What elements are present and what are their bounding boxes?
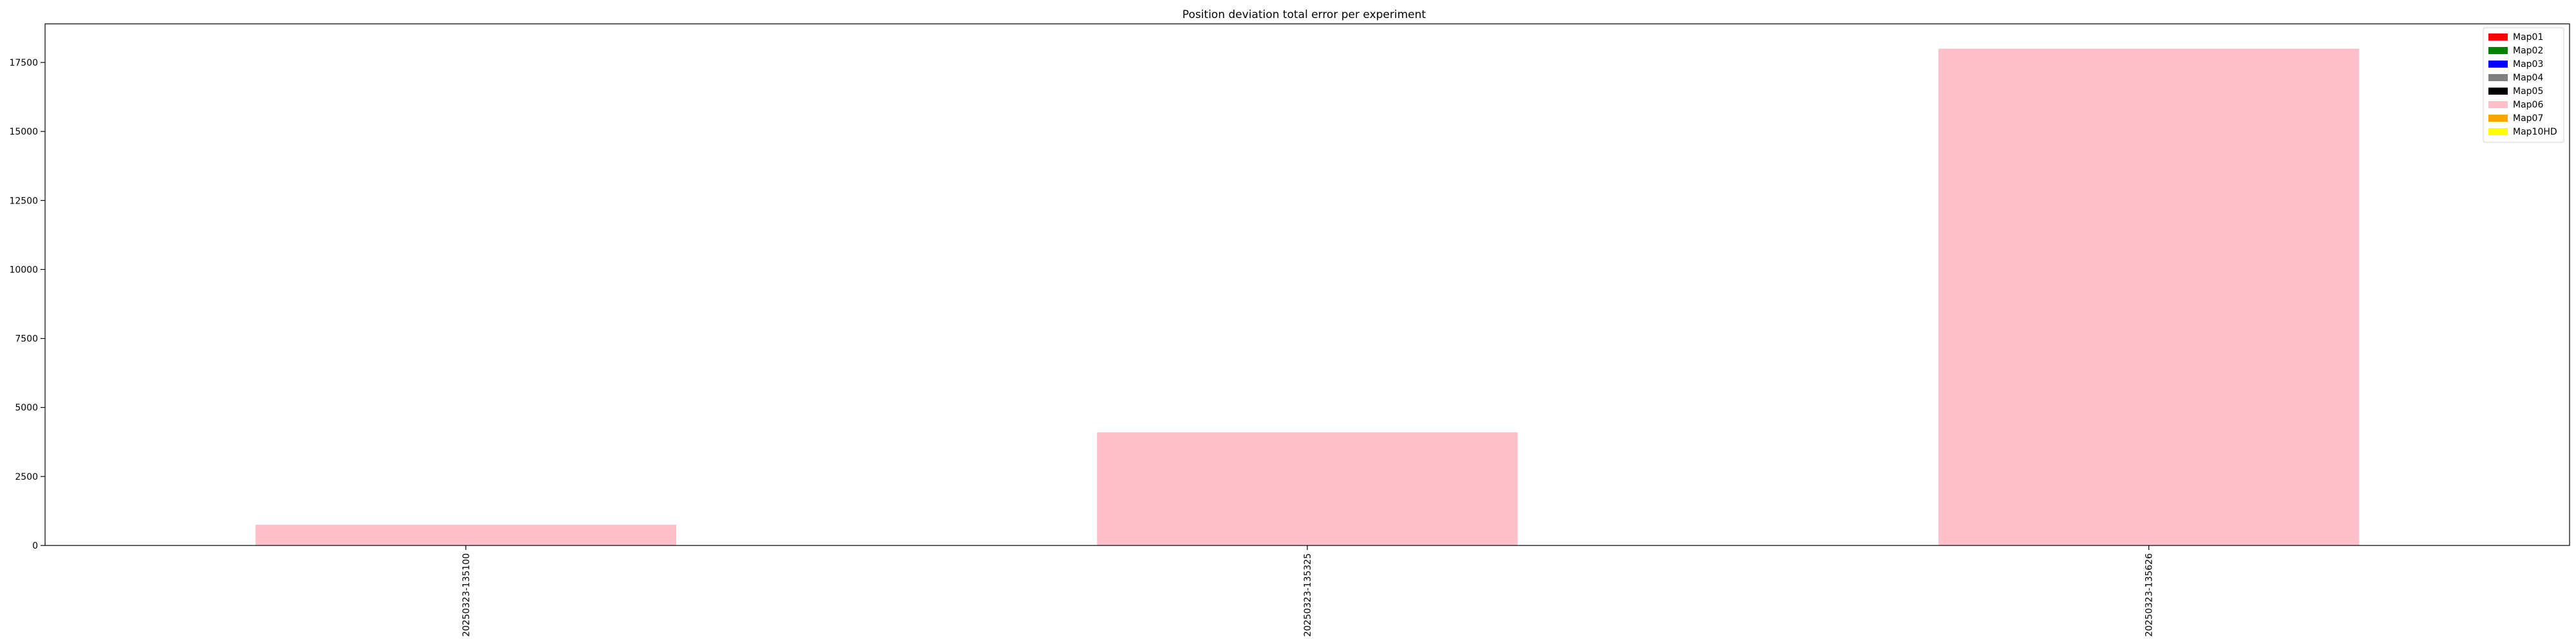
legend-swatch-map03 bbox=[2488, 61, 2508, 68]
y-tick-label: 2500 bbox=[15, 472, 38, 482]
legend-swatch-map05 bbox=[2488, 88, 2508, 95]
legend-label-map07: Map07 bbox=[2513, 113, 2543, 124]
legend: Map01 Map02 Map03 Map04 Map05 Map06 Map07 Map10… bbox=[2483, 27, 2564, 143]
legend-swatch-map01 bbox=[2488, 33, 2508, 41]
legend-label-map05: Map05 bbox=[2513, 86, 2543, 97]
legend-swatch-map10hd bbox=[2488, 128, 2508, 135]
legend-label-map02: Map02 bbox=[2513, 46, 2543, 56]
legend-swatch-map06 bbox=[2488, 101, 2508, 108]
y-tick-label: 17500 bbox=[9, 58, 38, 68]
legend-label-map10hd: Map10HD bbox=[2513, 127, 2557, 137]
y-axis: 0 2500 5000 7500 10000 12500 15000 17500 bbox=[9, 58, 45, 551]
y-tick-label: 10000 bbox=[9, 265, 38, 275]
legend-label-map06: Map06 bbox=[2513, 100, 2543, 110]
legend-swatch-map02 bbox=[2488, 47, 2508, 54]
legend-label-map04: Map04 bbox=[2513, 73, 2543, 83]
legend-label-map03: Map03 bbox=[2513, 59, 2543, 70]
y-tick-label: 15000 bbox=[9, 127, 38, 137]
legend-box bbox=[2483, 27, 2564, 143]
y-tick-label: 0 bbox=[32, 541, 38, 551]
x-axis: 20250323-135100 20250323-135325 20250323-1… bbox=[461, 545, 2155, 637]
bar-map06-1 bbox=[255, 524, 677, 545]
bar-map06-2 bbox=[1097, 432, 1518, 545]
chart-title: Position deviation total error per exper… bbox=[1182, 8, 1426, 21]
plot-frame bbox=[44, 23, 2570, 546]
x-tick-label: 20250323-135325 bbox=[1303, 553, 1313, 637]
legend-label-map01: Map01 bbox=[2513, 32, 2543, 43]
y-tick-label: 7500 bbox=[15, 334, 38, 345]
x-tick-label: 20250323-135626 bbox=[2145, 553, 2155, 637]
legend-swatch-map07 bbox=[2488, 115, 2508, 122]
y-tick-label: 5000 bbox=[15, 403, 38, 413]
bar-map06-3 bbox=[1938, 48, 2360, 546]
legend-swatch-map04 bbox=[2488, 74, 2508, 81]
x-tick-label: 20250323-135100 bbox=[461, 553, 471, 637]
bars-layer bbox=[255, 48, 2360, 546]
y-tick-label: 12500 bbox=[9, 196, 38, 206]
